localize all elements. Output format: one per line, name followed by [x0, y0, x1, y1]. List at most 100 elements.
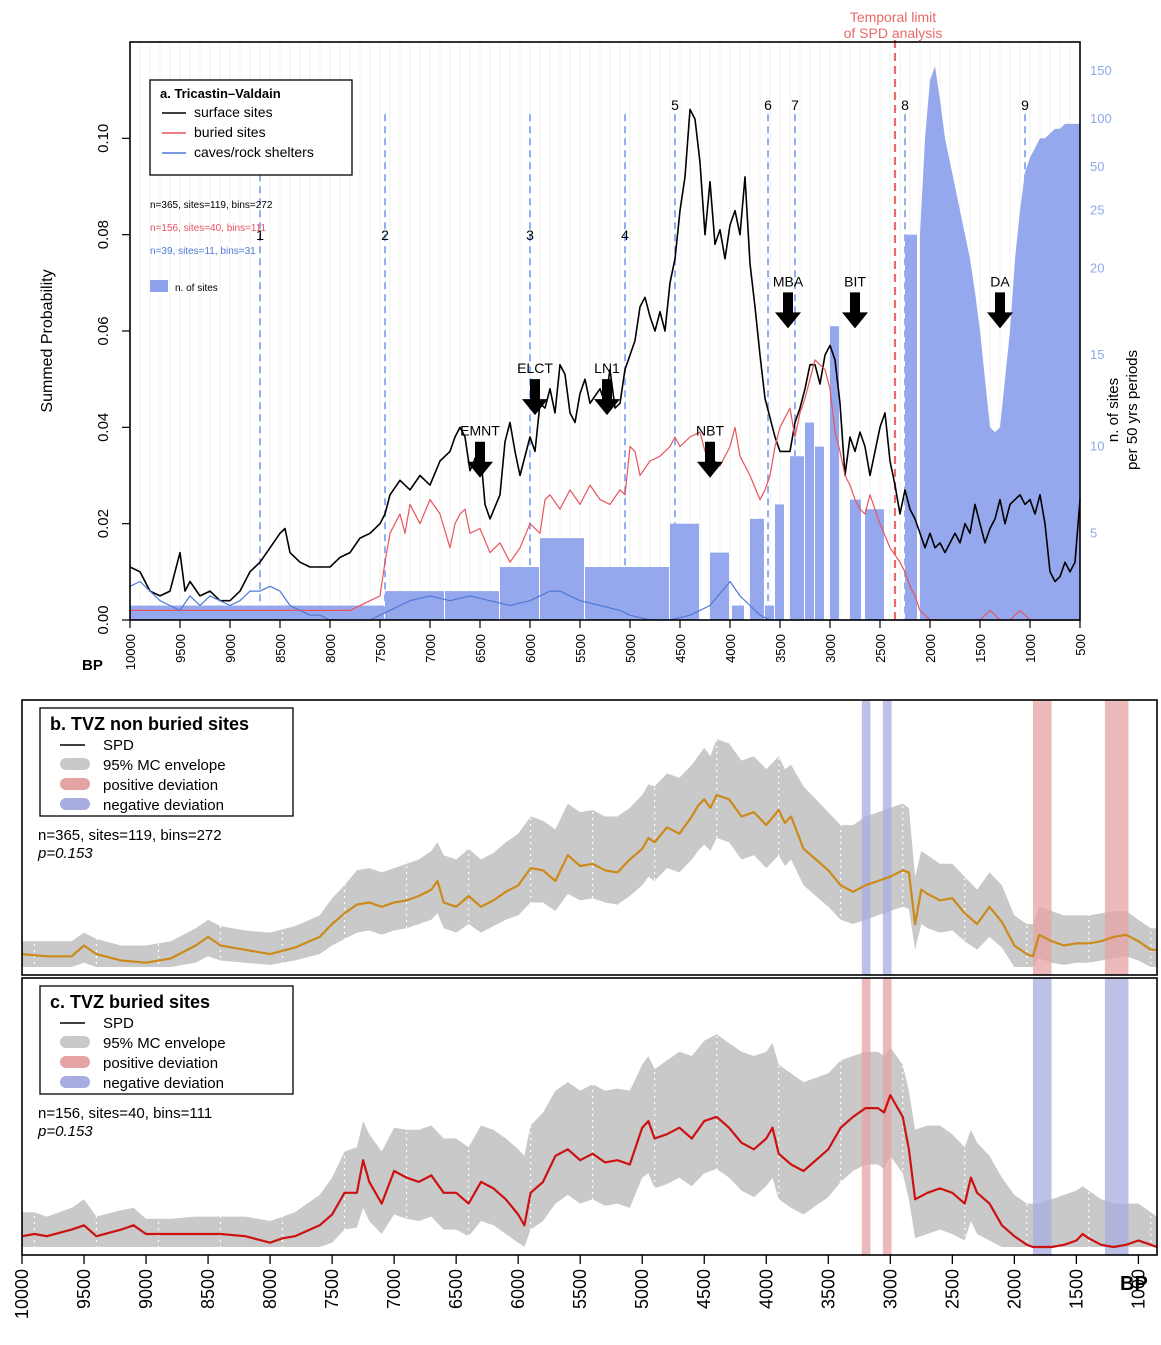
x-tick-label: 4000 — [756, 1269, 776, 1309]
x-tick-label: 6000 — [523, 634, 538, 663]
event-arrow — [594, 379, 620, 416]
x-tick-label: 3500 — [818, 1269, 838, 1309]
panel-c: c. TVZ buried sites SPD 95% MC envelope pos… — [12, 977, 1158, 1319]
event-label: MBA — [773, 273, 804, 289]
legend-label: positive deviation — [103, 777, 218, 794]
x-tick-label: 9500 — [173, 634, 188, 663]
event-arrow — [775, 292, 801, 329]
right-tick-label: 15 — [1090, 347, 1104, 362]
x-tick-label: 7000 — [384, 1269, 404, 1309]
legend-swatch — [60, 778, 90, 790]
y-tick-label: 0.02 — [95, 509, 112, 538]
x-axis-label: BP — [1120, 1273, 1148, 1295]
deviation-band — [1104, 700, 1129, 975]
sites-bar — [540, 538, 584, 620]
x-tick-label: 4000 — [723, 634, 738, 663]
sites-bar — [385, 591, 444, 620]
deviation-band — [1104, 978, 1129, 1255]
period-label: 1 — [256, 227, 264, 243]
period-label: 4 — [621, 227, 629, 243]
x-tick-label: 6000 — [508, 1269, 528, 1309]
legend-title: a. Tricastin–Valdain — [160, 86, 281, 101]
period-label: 5 — [671, 97, 679, 113]
x-tick-label: 7500 — [373, 634, 388, 663]
deviation-band — [882, 700, 892, 975]
y-tick-label: 0.10 — [95, 124, 112, 153]
legend-label: negative deviation — [103, 797, 224, 814]
legend-label: SPD — [103, 737, 134, 754]
sites-legend-label: n. of sites — [175, 283, 218, 294]
x-tick-label: 2500 — [873, 634, 888, 663]
sites-bar — [585, 567, 669, 620]
legend-label: 95% MC envelope — [103, 1035, 226, 1052]
right-tick-label: 10 — [1090, 439, 1104, 454]
x-tick-label: 2000 — [1004, 1269, 1024, 1309]
sites-bar — [130, 605, 384, 620]
sites-bar — [750, 518, 764, 620]
x-tick-label: 3500 — [773, 634, 788, 663]
temporal-limit-label: of SPD analysis — [844, 25, 943, 41]
event-arrow — [987, 292, 1013, 329]
x-tick-label: 3000 — [880, 1269, 900, 1309]
x-tick-label: 1000 — [1023, 634, 1038, 663]
legend-label: 95% MC envelope — [103, 757, 226, 774]
right-tick-label: 20 — [1090, 260, 1104, 275]
legend-swatch — [60, 1056, 90, 1068]
event-label: LN1 — [594, 360, 620, 376]
legend-box — [149, 79, 353, 176]
x-tick-label: 1500 — [1066, 1269, 1086, 1309]
right-tick-label: 150 — [1090, 63, 1112, 78]
right-tick-label: 50 — [1090, 159, 1104, 174]
sites-bar — [805, 422, 814, 620]
x-tick-label: 10000 — [123, 634, 138, 670]
sites-bar — [830, 326, 839, 620]
x-tick-label: 9500 — [74, 1269, 94, 1309]
y-tick-label: 0.04 — [95, 413, 112, 442]
spd-line — [21, 1094, 1158, 1249]
legend-swatch — [60, 758, 90, 770]
x-tick-label: 7500 — [322, 1269, 342, 1309]
legend-label: buried sites — [194, 124, 266, 140]
sites-bar — [815, 446, 824, 620]
sites-bar — [790, 456, 804, 620]
x-tick-label: 5500 — [573, 634, 588, 663]
legend-swatch — [60, 1036, 90, 1048]
x-tick-label: 8500 — [273, 634, 288, 663]
stats-text: n=156, sites=40, bins=111 — [38, 1105, 212, 1122]
event-label: EMNT — [460, 423, 500, 439]
sites-bar — [732, 605, 744, 620]
right-axis-label: n. of sites — [1105, 378, 1122, 442]
stats-text: p=0.153 — [37, 1123, 93, 1140]
legend-label: surface sites — [194, 104, 273, 120]
x-tick-label: 8000 — [323, 634, 338, 663]
x-tick-label: 10000 — [12, 1269, 32, 1319]
sites-bar — [765, 605, 774, 620]
stats-text: n=156, sites=40, bins=111 — [150, 223, 267, 234]
deviation-band — [861, 700, 871, 975]
right-tick-label: 5 — [1090, 525, 1097, 540]
sites-bar — [710, 552, 729, 620]
x-tick-label: 7000 — [423, 634, 438, 663]
deviation-band — [861, 978, 871, 1255]
sites-legend-swatch — [150, 280, 168, 292]
deviation-band — [882, 978, 892, 1255]
x-tick-label: 8000 — [260, 1269, 280, 1309]
y-tick-label: 0.06 — [95, 316, 112, 345]
x-tick-label: 6500 — [473, 634, 488, 663]
legend-label: negative deviation — [103, 1075, 224, 1092]
event-arrow — [467, 441, 493, 478]
event-arrow — [522, 379, 548, 416]
y-tick-label: 0.08 — [95, 220, 112, 249]
legend-swatch — [60, 798, 90, 810]
right-axis-label: per 50 yrs periods — [1124, 350, 1141, 470]
event-label: ELCT — [517, 360, 553, 376]
period-label: 7 — [791, 97, 799, 113]
x-tick-label: 3000 — [823, 634, 838, 663]
panel-title: b. TVZ non buried sites — [50, 714, 249, 734]
series-line — [130, 359, 1080, 621]
panel-title: c. TVZ buried sites — [50, 992, 210, 1012]
panel-frame — [21, 977, 1158, 1256]
sites-bar — [500, 567, 539, 620]
